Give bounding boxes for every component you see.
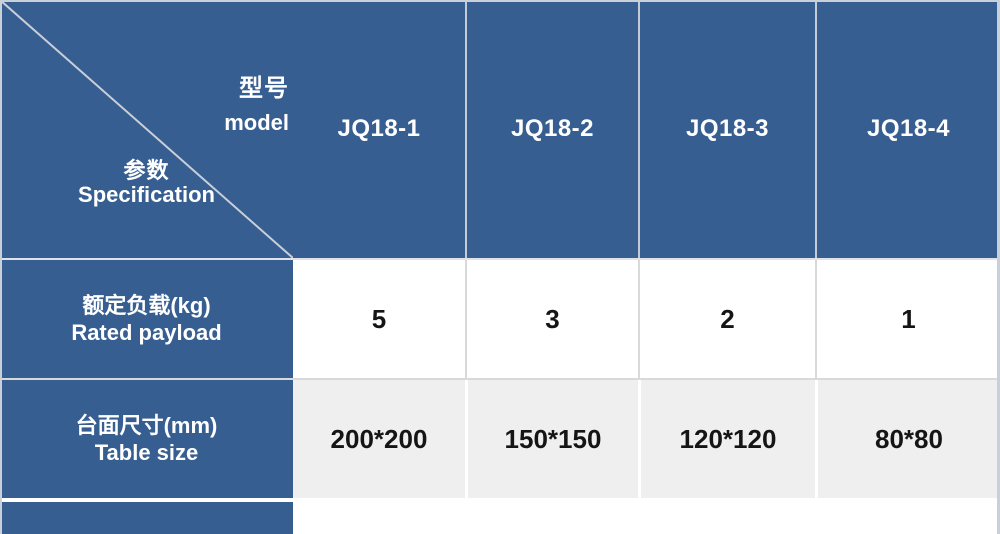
row-label-cn: 额定负载(kg) <box>82 293 211 318</box>
cell-value: 200*200 <box>330 423 428 454</box>
cell-size-jq18-2: 150*150 <box>465 380 638 498</box>
table-border-top <box>0 0 1000 2</box>
column-header-label: JQ18-1 <box>337 115 421 142</box>
cell-value: 1 <box>901 303 916 334</box>
corner-header-cell: 型号 model 参数 Specification <box>0 0 293 258</box>
cell-value: 150*150 <box>504 423 602 454</box>
cell-value: 5 <box>371 303 387 334</box>
corner-spec-cn: 参数 <box>123 158 170 183</box>
cell-value: 3 <box>545 303 560 334</box>
row-label-en: Rated payload <box>71 320 222 345</box>
column-header-jq18-1: JQ18-1 <box>293 0 465 258</box>
divider-header-bottom <box>0 258 1000 260</box>
cell-payload-jq18-1: 5 <box>293 260 465 378</box>
table-border-right <box>997 0 1000 534</box>
cell-payload-jq18-4: 1 <box>815 260 1000 378</box>
cell-value: 120*120 <box>679 423 777 454</box>
corner-spec-en: Specification <box>78 182 215 207</box>
row-label-partial <box>0 502 293 534</box>
cell-size-jq18-3: 120*120 <box>638 380 815 498</box>
cell-payload-jq18-3: 2 <box>638 260 815 378</box>
corner-model-en: model <box>224 110 289 135</box>
column-header-label: JQ18-2 <box>510 115 595 142</box>
column-header-label: JQ18-4 <box>866 115 951 142</box>
row-label-en: Table size <box>94 440 199 465</box>
corner-spec-block: 参数 Specification <box>0 158 293 206</box>
cell-value: 80*80 <box>875 423 943 454</box>
cell-size-jq18-4: 80*80 <box>815 380 1000 498</box>
cell-size-jq18-1: 200*200 <box>293 380 465 498</box>
column-header-jq18-3: JQ18-3 <box>638 0 815 258</box>
divider-row2-row3 <box>0 498 1000 502</box>
corner-model-cn: 型号 <box>239 75 289 102</box>
cell-payload-jq18-2: 3 <box>465 260 638 378</box>
column-header-label: JQ18-3 <box>685 115 770 142</box>
divider-row1-row2 <box>0 378 1000 380</box>
diagonal-divider-line <box>0 0 293 258</box>
row-label-cn: 台面尺寸(mm) <box>75 413 218 438</box>
column-header-jq18-4: JQ18-4 <box>815 0 1000 258</box>
column-header-jq18-2: JQ18-2 <box>465 0 638 258</box>
row-label-table-size: 台面尺寸(mm) Table size <box>0 380 293 498</box>
row-label-rated-payload: 额定负载(kg) Rated payload <box>0 260 293 378</box>
table-border-left <box>0 0 2 534</box>
cell-value: 2 <box>720 303 735 334</box>
